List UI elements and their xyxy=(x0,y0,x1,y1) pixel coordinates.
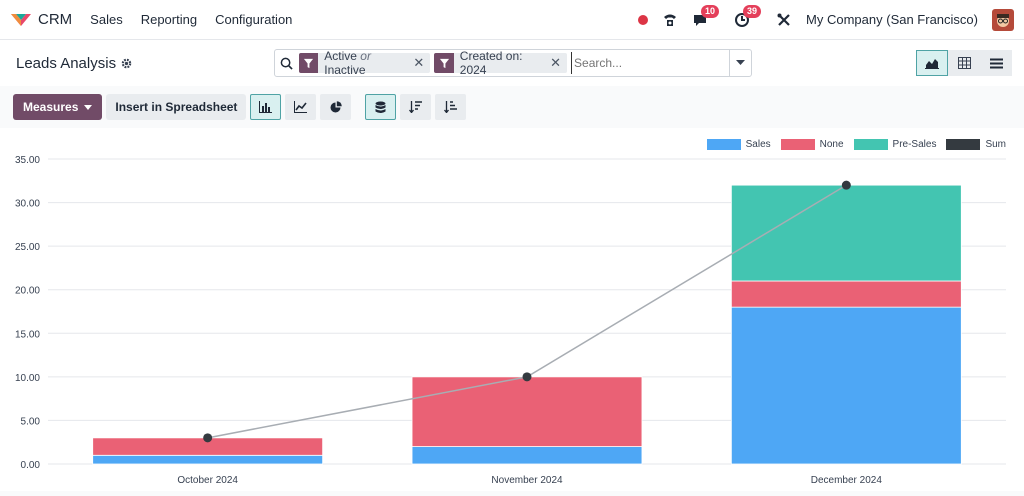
legend-label: Sales xyxy=(745,139,771,150)
x-tick-label: October 2024 xyxy=(177,475,238,486)
sort-descending-button[interactable] xyxy=(400,94,432,120)
y-tick-label: 35.00 xyxy=(15,155,40,166)
database-stack-icon xyxy=(375,101,386,113)
pivot-view-button[interactable] xyxy=(948,50,980,76)
tools-icon[interactable] xyxy=(776,12,792,28)
legend-item-none[interactable]: None xyxy=(780,139,844,150)
pie-chart-icon xyxy=(330,101,342,113)
y-tick-label: 0.00 xyxy=(21,460,41,471)
sum-point[interactable] xyxy=(522,372,532,382)
bar-segment[interactable] xyxy=(411,446,643,465)
y-tick-label: 20.00 xyxy=(15,286,40,297)
caret-down-icon xyxy=(736,60,746,65)
sum-point[interactable] xyxy=(203,433,213,443)
legend-item-sales[interactable]: Sales xyxy=(706,139,771,150)
legend-swatch xyxy=(706,139,741,150)
bar-chart-icon xyxy=(259,101,273,113)
facet-label: Active or Inactive xyxy=(324,49,371,77)
company-switcher[interactable]: My Company (San Francisco) xyxy=(806,12,978,27)
bar-segment[interactable] xyxy=(92,454,324,465)
area-chart-icon xyxy=(925,59,939,69)
graph-chart: Sales None Pre-Sales Sum 0.00 5.00 10.00 15… xyxy=(0,128,1024,491)
activities-badge: 39 xyxy=(743,4,762,18)
graph-toolbar: Measures Insert in Spreadsheet xyxy=(0,86,1024,128)
app-name: CRM xyxy=(38,11,73,28)
filter-facet-created: Created on: 2024 ✕ xyxy=(434,49,568,77)
graph-view-button[interactable] xyxy=(916,50,948,76)
control-panel: Leads Analysis Active or Inactive ✕ Crea… xyxy=(0,40,1024,86)
measures-button[interactable]: Measures xyxy=(13,94,103,120)
stacked-button[interactable] xyxy=(365,94,397,120)
list-icon xyxy=(989,58,1003,68)
phone-icon[interactable] xyxy=(662,12,678,28)
bar-segment[interactable] xyxy=(730,306,962,465)
menu-reporting[interactable]: Reporting xyxy=(140,12,198,27)
line-chart-button[interactable] xyxy=(285,94,317,120)
bar-segment[interactable] xyxy=(730,184,962,282)
crm-logo-icon xyxy=(11,13,31,26)
messages-badge: 10 xyxy=(701,4,720,18)
remove-facet-icon[interactable]: ✕ xyxy=(550,55,562,70)
sort-descending-icon xyxy=(409,101,423,113)
app-logo[interactable]: CRM xyxy=(10,11,72,28)
bar-segment[interactable] xyxy=(411,376,643,447)
user-face-icon xyxy=(997,13,1009,27)
chart-canvas: 0.00 5.00 10.00 15.00 20.00 25.00 30.00 35.00 Oc… xyxy=(15,155,1006,486)
line-chart-icon xyxy=(294,101,308,113)
x-tick-label: December 2024 xyxy=(811,475,883,486)
legend-swatch xyxy=(946,139,981,150)
x-tick-label: November 2024 xyxy=(491,475,563,486)
y-tick-label: 15.00 xyxy=(15,329,40,340)
legend-item-presales[interactable]: Pre-Sales xyxy=(853,139,937,150)
legend-label: None xyxy=(819,139,844,150)
legend-label: Pre-Sales xyxy=(892,139,937,150)
view-switcher xyxy=(916,50,1012,76)
remove-facet-icon[interactable]: ✕ xyxy=(413,55,425,70)
search-icon[interactable] xyxy=(275,57,299,70)
menu-sales[interactable]: Sales xyxy=(90,12,123,27)
y-tick-label: 10.00 xyxy=(15,373,40,384)
legend-swatch xyxy=(853,139,888,150)
top-navbar: CRM Sales Reporting Configuration 10 39 … xyxy=(0,0,1024,40)
caret-down-icon xyxy=(84,104,93,110)
y-tick-label: 30.00 xyxy=(15,199,40,210)
search-input[interactable] xyxy=(571,52,730,74)
search-options-toggle[interactable] xyxy=(729,50,751,76)
activities-icon[interactable]: 39 xyxy=(734,4,762,28)
recording-indicator-icon[interactable] xyxy=(638,14,649,25)
user-avatar[interactable] xyxy=(992,8,1014,31)
sort-ascending-button[interactable] xyxy=(435,94,467,120)
legend-label: Sum xyxy=(985,139,1006,150)
search-bar: Active or Inactive ✕ Created on: 2024 ✕ xyxy=(274,49,752,77)
y-tick-label: 5.00 xyxy=(21,416,41,427)
filter-icon xyxy=(298,53,319,73)
list-view-button[interactable] xyxy=(980,50,1012,76)
facet-label: Created on: 2024 xyxy=(459,49,523,77)
y-tick-label: 25.00 xyxy=(15,242,40,253)
sum-point[interactable] xyxy=(841,180,851,190)
page-title-text: Leads Analysis xyxy=(16,54,117,72)
measures-label: Measures xyxy=(23,100,79,114)
legend-swatch xyxy=(780,139,815,150)
gear-icon[interactable] xyxy=(121,58,132,69)
filter-facet-active: Active or Inactive ✕ xyxy=(298,49,431,77)
sort-ascending-icon xyxy=(444,101,458,113)
legend-item-sum[interactable]: Sum xyxy=(946,139,1006,150)
filter-icon xyxy=(434,53,454,73)
page-title: Leads Analysis xyxy=(16,55,274,72)
bar-chart-button[interactable] xyxy=(250,94,282,120)
table-icon xyxy=(957,57,971,69)
pie-chart-button[interactable] xyxy=(320,94,352,120)
chart-legend: Sales None Pre-Sales Sum xyxy=(706,139,1006,150)
menu-configuration[interactable]: Configuration xyxy=(215,12,293,27)
bar-segment[interactable] xyxy=(730,280,962,308)
messages-icon[interactable]: 10 xyxy=(692,4,720,28)
insert-spreadsheet-button[interactable]: Insert in Spreadsheet xyxy=(106,94,247,120)
